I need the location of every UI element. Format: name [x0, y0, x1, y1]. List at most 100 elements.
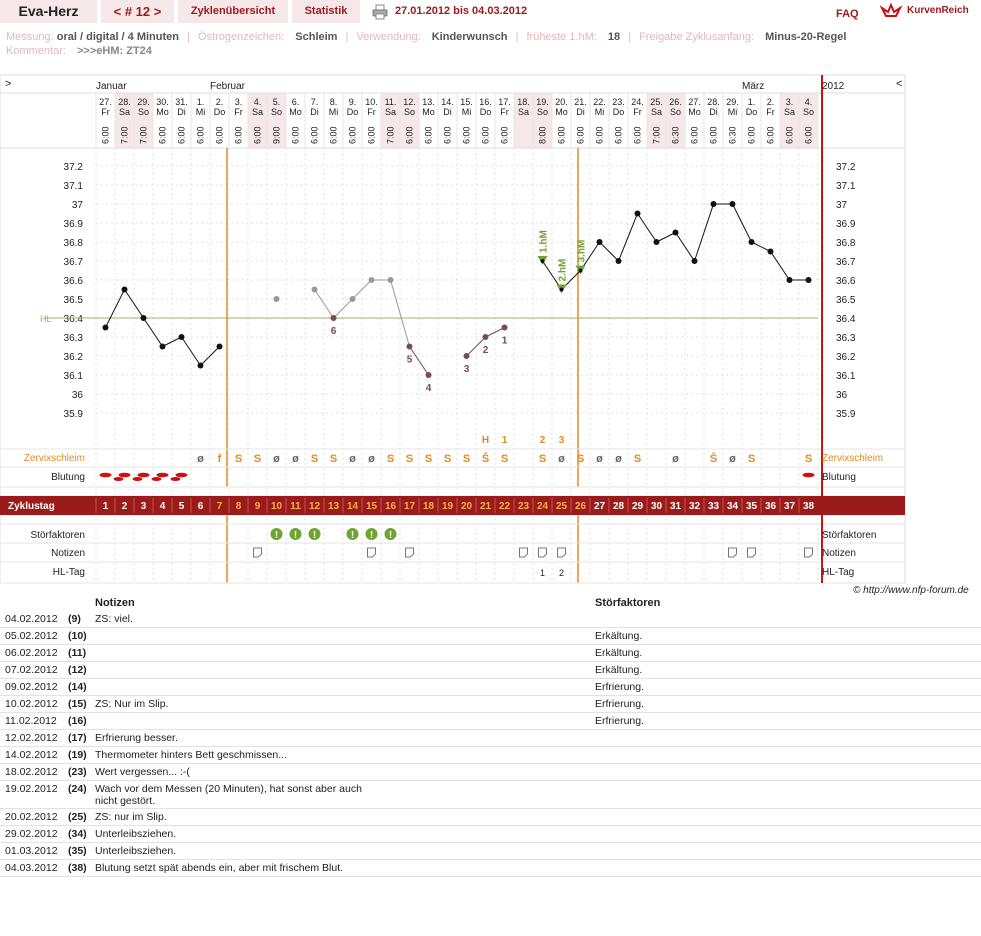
note-icon	[538, 547, 547, 558]
note-cycle-day: (38)	[68, 862, 87, 874]
note-date: 19.02.2012	[5, 783, 58, 795]
time-label: 6:00	[101, 126, 111, 144]
mucus-symbol: S	[387, 453, 394, 465]
weekday-label: Do	[480, 107, 492, 117]
warning-icon-glyph: !	[351, 530, 354, 541]
note-cycle-day: (24)	[68, 783, 87, 795]
temp-point	[578, 268, 583, 273]
y-tick-label: 37.1	[64, 181, 84, 192]
temp-line-segment	[466, 336, 486, 357]
cycle-day-number: 4	[160, 501, 166, 512]
note-text: ZS: Nur im Slip.	[95, 698, 169, 710]
time-label: 6:00	[253, 126, 263, 144]
y-tick-label-right: 36.3	[836, 333, 856, 344]
y-tick-label: 36.3	[64, 333, 84, 344]
table-row: 18.02.2012 (23) Wert vergessen... :-(	[0, 764, 981, 781]
row-label-hltag-right: HL-Tag	[822, 567, 854, 578]
note-text-continued: nicht gestört.	[95, 795, 156, 807]
cycle-day-number: 2	[122, 501, 128, 512]
date-label: 11.	[385, 97, 397, 107]
date-label: 12.	[403, 97, 416, 107]
cycle-day-number: 1	[103, 501, 109, 512]
date-label: 23.	[612, 97, 625, 107]
note-text: Wert vergessen... :-(	[95, 766, 190, 778]
cycle-day-number: 15	[366, 501, 378, 512]
month-label: März	[742, 81, 764, 92]
temp-line-segment	[732, 203, 752, 243]
nav-left-arrow: >	[5, 78, 11, 90]
point-rank-label: 3	[464, 364, 470, 375]
note-date: 14.02.2012	[5, 749, 58, 761]
y-tick-label: 36.8	[64, 238, 84, 249]
note-text: Wach vor dem Messen (20 Minuten), hat so…	[95, 783, 362, 795]
crown-icon	[880, 2, 902, 17]
weekday-label: Fr	[766, 107, 775, 117]
temp-point	[540, 259, 545, 263]
weekday-label: Do	[613, 107, 625, 117]
temp-line-segment	[390, 279, 410, 347]
weekday-label: Mo	[555, 107, 568, 117]
date-label: 8.	[330, 97, 338, 107]
mucus-symbol: ø	[197, 453, 204, 465]
cycle-day-number: 13	[328, 501, 340, 512]
temp-line-segment	[694, 203, 714, 262]
warning-icon-glyph: !	[275, 530, 278, 541]
weekday-label: Fr	[500, 107, 509, 117]
note-text: Blutung setzt spät abends ein, aber mit …	[95, 862, 344, 874]
note-date: 20.02.2012	[5, 811, 58, 823]
note-date: 12.02.2012	[5, 732, 58, 744]
temp-point	[748, 239, 755, 245]
date-label: 3.	[235, 97, 243, 107]
weekday-label: Mi	[196, 107, 206, 117]
time-label: 6:00	[766, 126, 776, 144]
date-label: 9.	[349, 97, 357, 107]
month-label: Januar	[96, 81, 127, 92]
cycle-day-number: 34	[727, 501, 739, 512]
date-label: 29.	[137, 97, 150, 107]
mucus-symbol: ø	[273, 453, 280, 465]
note-icon	[405, 547, 414, 558]
note-disturbance: Erkältung.	[595, 647, 643, 659]
temp-point	[805, 277, 812, 283]
mucus-symbol: ø	[558, 453, 565, 465]
date-label: 16.	[479, 97, 492, 107]
print-icon[interactable]	[372, 4, 388, 20]
time-label: 6:00	[405, 126, 415, 144]
row-label-zervix: Zervixschleim	[24, 453, 85, 464]
temp-point	[615, 258, 622, 264]
tab-cycle-overview[interactable]: Zyklenübersicht	[178, 0, 288, 23]
time-label: 6:00	[348, 126, 358, 144]
brand-logo[interactable]: KurvenReich	[880, 2, 980, 22]
hm-label: 1.hM	[539, 230, 550, 253]
y-tick-label: 36.1	[64, 371, 84, 382]
note-cycle-day: (35)	[68, 845, 87, 857]
temp-point	[197, 362, 204, 369]
time-label: 6:00	[804, 126, 814, 144]
weekday-label: Mo	[422, 107, 435, 117]
table-row: 11.02.2012 (16) Erfrierung.	[0, 713, 981, 730]
temp-point	[368, 277, 375, 283]
time-label: 6:00	[291, 126, 301, 144]
weekend-shade	[647, 93, 666, 148]
time-label: 6:00	[462, 126, 472, 144]
note-cycle-day: (11)	[68, 647, 87, 659]
hm-label: 3.hM	[577, 240, 588, 263]
meta-value: oral / digital / 4 Minuten	[56, 31, 179, 43]
meta-label: Kommentar:	[6, 45, 66, 57]
tab-statistics[interactable]: Statistik	[292, 0, 360, 23]
cycle-nav[interactable]: < # 12 >	[101, 0, 174, 23]
time-label: 6:00	[196, 126, 206, 144]
note-text: Erfrierung besser.	[95, 732, 178, 744]
weekday-label: Fr	[633, 107, 642, 117]
faq-link[interactable]: FAQ	[836, 8, 859, 20]
notes-header: Notizen	[95, 597, 135, 609]
y-tick-label-right: 36.7	[836, 257, 856, 268]
date-label: 28.	[118, 97, 131, 107]
y-tick-label: 36.2	[64, 352, 84, 363]
date-label: 19.	[536, 97, 549, 107]
mucus-symbol: ø	[596, 453, 603, 465]
table-row: 19.02.2012 (24) Wach vor dem Messen (20 Mi…	[0, 781, 981, 809]
point-rank-label: 1	[502, 336, 508, 347]
mucus-symbol: ø	[292, 453, 299, 465]
